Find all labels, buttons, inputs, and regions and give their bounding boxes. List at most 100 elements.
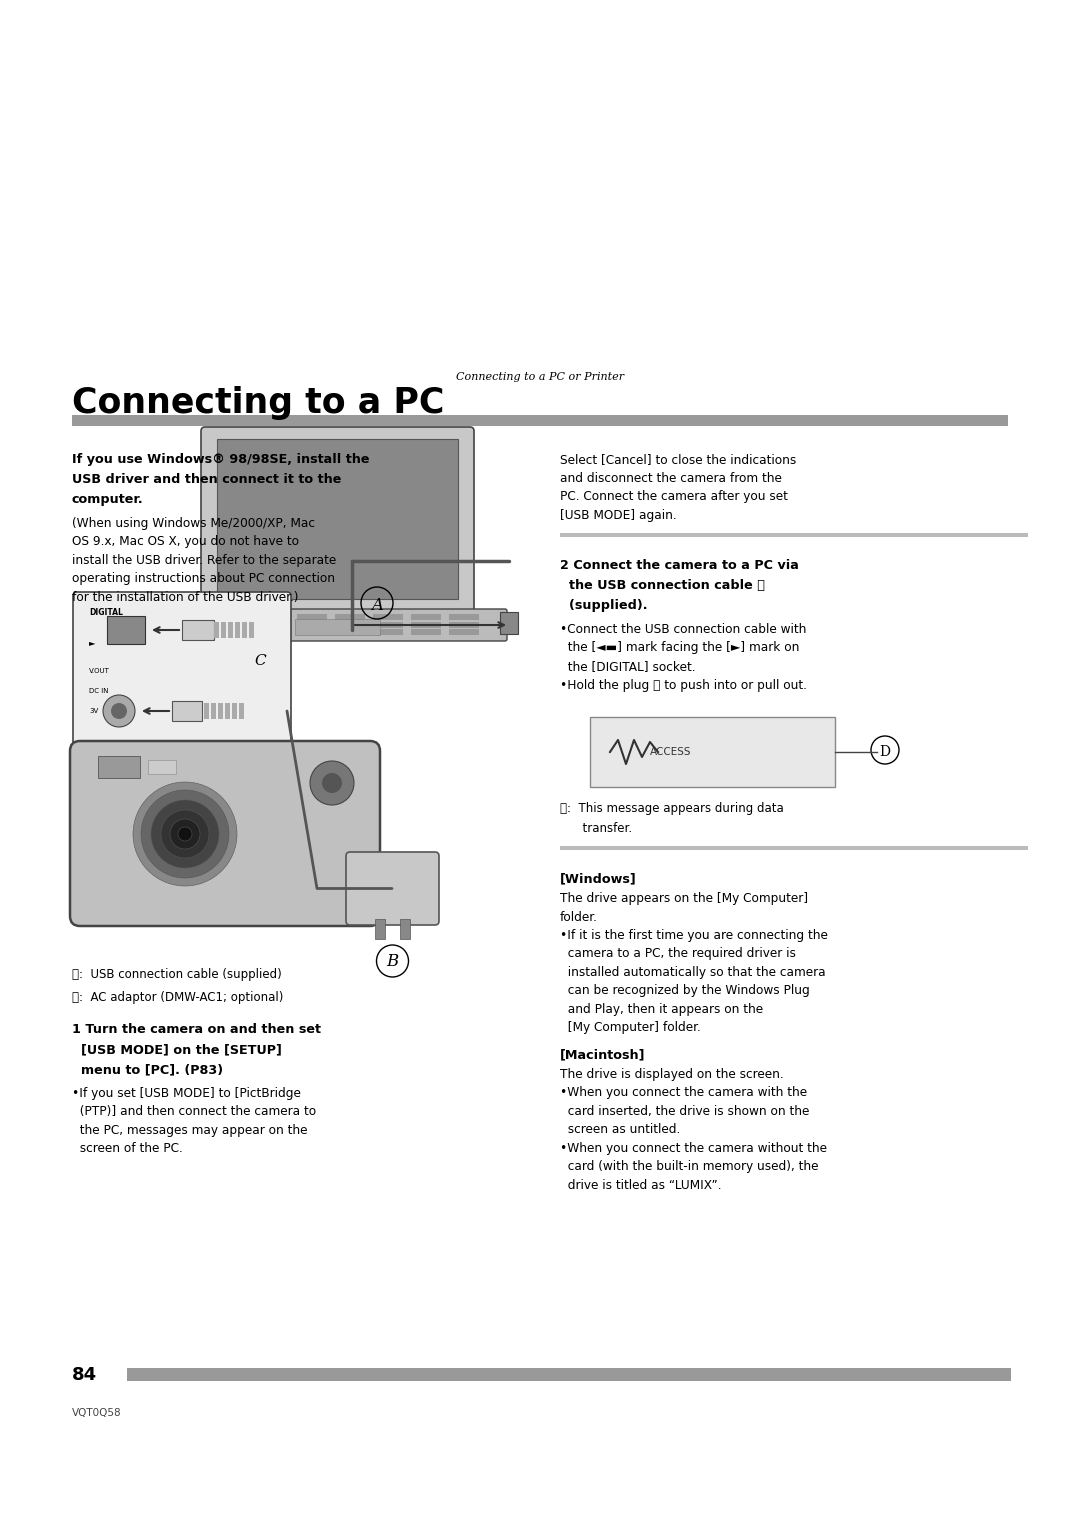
- Bar: [204, 703, 210, 719]
- FancyBboxPatch shape: [201, 427, 474, 615]
- Text: (PTP)] and then connect the camera to: (PTP)] and then connect the camera to: [72, 1105, 316, 1119]
- Bar: [225, 703, 230, 719]
- Text: VQT0Q58: VQT0Q58: [72, 1408, 122, 1418]
- Text: Select [Cancel] to close the indications: Select [Cancel] to close the indications: [561, 453, 796, 465]
- Bar: [561, 845, 1028, 850]
- Bar: [221, 613, 251, 620]
- Bar: [183, 629, 213, 635]
- Circle shape: [141, 790, 229, 877]
- Text: 2 Connect the camera to a PC via: 2 Connect the camera to a PC via: [561, 559, 799, 572]
- Circle shape: [170, 819, 200, 848]
- Text: The drive appears on the [My Computer]: The drive appears on the [My Computer]: [561, 893, 808, 905]
- Circle shape: [111, 703, 127, 719]
- Circle shape: [103, 694, 135, 726]
- Text: C: C: [254, 655, 266, 668]
- Text: DIGITAL: DIGITAL: [89, 607, 123, 617]
- Bar: [239, 703, 244, 719]
- Text: 1 Turn the camera on and then set: 1 Turn the camera on and then set: [72, 1022, 321, 1036]
- Circle shape: [133, 781, 237, 887]
- Bar: [127, 1367, 1011, 1381]
- Bar: [183, 613, 213, 620]
- Bar: [411, 629, 441, 635]
- Text: (When using Windows Me/2000/XP, Mac: (When using Windows Me/2000/XP, Mac: [72, 517, 315, 530]
- Text: •If you set [USB MODE] to [PictBridge: •If you set [USB MODE] to [PictBridge: [72, 1087, 301, 1100]
- Bar: [221, 629, 251, 635]
- Circle shape: [178, 827, 192, 841]
- Bar: [335, 621, 365, 627]
- Bar: [221, 623, 226, 638]
- Text: card (with the built-in memory used), the: card (with the built-in memory used), th…: [561, 1160, 819, 1173]
- FancyBboxPatch shape: [168, 609, 507, 641]
- Bar: [249, 623, 254, 638]
- Bar: [148, 760, 176, 774]
- Bar: [375, 919, 384, 938]
- Text: the USB connection cable Ⓐ: the USB connection cable Ⓐ: [561, 578, 765, 592]
- Bar: [590, 717, 835, 787]
- Text: [Windows]: [Windows]: [561, 871, 637, 885]
- Text: camera to a PC, the required driver is: camera to a PC, the required driver is: [561, 948, 796, 960]
- Bar: [232, 703, 237, 719]
- Text: transfer.: transfer.: [561, 823, 632, 835]
- Bar: [217, 439, 458, 600]
- Bar: [449, 621, 480, 627]
- Text: the PC, messages may appear on the: the PC, messages may appear on the: [72, 1125, 308, 1137]
- Bar: [214, 623, 219, 638]
- FancyBboxPatch shape: [73, 592, 291, 749]
- Text: install the USB driver. Refer to the separate: install the USB driver. Refer to the sep…: [72, 554, 336, 568]
- Bar: [259, 629, 289, 635]
- Text: the [DIGITAL] socket.: the [DIGITAL] socket.: [561, 661, 696, 673]
- Text: ►: ►: [89, 638, 95, 647]
- Bar: [218, 703, 222, 719]
- Text: 84: 84: [72, 1366, 97, 1384]
- Bar: [235, 623, 240, 638]
- Text: Ⓐ:  USB connection cable (supplied): Ⓐ: USB connection cable (supplied): [72, 967, 282, 981]
- Bar: [172, 700, 202, 720]
- Text: Connecting to a PC: Connecting to a PC: [72, 386, 444, 420]
- Bar: [411, 613, 441, 620]
- Text: •When you connect the camera with the: •When you connect the camera with the: [561, 1087, 807, 1100]
- Bar: [449, 629, 480, 635]
- Text: [USB MODE] on the [SETUP]: [USB MODE] on the [SETUP]: [72, 1042, 282, 1056]
- Bar: [183, 620, 214, 639]
- Text: screen as untitled.: screen as untitled.: [561, 1123, 680, 1137]
- Bar: [297, 621, 327, 627]
- Bar: [561, 533, 1028, 537]
- Text: screen of the PC.: screen of the PC.: [72, 1143, 183, 1155]
- Text: (supplied).: (supplied).: [561, 600, 648, 612]
- Text: If you use Windows® 98/98SE, install the: If you use Windows® 98/98SE, install the: [72, 453, 369, 465]
- Text: [USB MODE] again.: [USB MODE] again.: [561, 508, 677, 522]
- Bar: [335, 613, 365, 620]
- Text: ⓓ:  This message appears during data: ⓓ: This message appears during data: [561, 803, 784, 815]
- Bar: [449, 613, 480, 620]
- Text: USB driver and then connect it to the: USB driver and then connect it to the: [72, 473, 341, 485]
- Text: folder.: folder.: [561, 911, 598, 923]
- Bar: [400, 919, 410, 938]
- Bar: [72, 415, 1008, 426]
- Bar: [373, 629, 403, 635]
- Bar: [335, 629, 365, 635]
- Bar: [98, 755, 140, 778]
- Text: installed automatically so that the camera: installed automatically so that the came…: [561, 966, 825, 980]
- Circle shape: [151, 800, 219, 868]
- Bar: [211, 703, 216, 719]
- Text: 3V: 3V: [89, 708, 98, 714]
- Bar: [373, 613, 403, 620]
- Text: V.OUT: V.OUT: [89, 668, 110, 674]
- Text: ACCESS: ACCESS: [650, 748, 691, 757]
- Text: PC. Connect the camera after you set: PC. Connect the camera after you set: [561, 490, 788, 504]
- Bar: [107, 617, 145, 644]
- Text: menu to [PC]. (P83): menu to [PC]. (P83): [72, 1064, 224, 1076]
- Text: [Macintosh]: [Macintosh]: [561, 1048, 646, 1061]
- Bar: [373, 621, 403, 627]
- Text: B: B: [387, 952, 399, 969]
- Text: D: D: [879, 745, 891, 758]
- Text: The drive is displayed on the screen.: The drive is displayed on the screen.: [561, 1068, 784, 1080]
- Text: •If it is the first time you are connecting the: •If it is the first time you are connect…: [561, 929, 828, 942]
- Bar: [259, 621, 289, 627]
- Circle shape: [322, 774, 342, 794]
- Bar: [242, 623, 247, 638]
- Bar: [221, 621, 251, 627]
- FancyBboxPatch shape: [70, 742, 380, 926]
- Bar: [295, 620, 380, 635]
- Text: the [◄▬] mark facing the [►] mark on: the [◄▬] mark facing the [►] mark on: [561, 641, 799, 655]
